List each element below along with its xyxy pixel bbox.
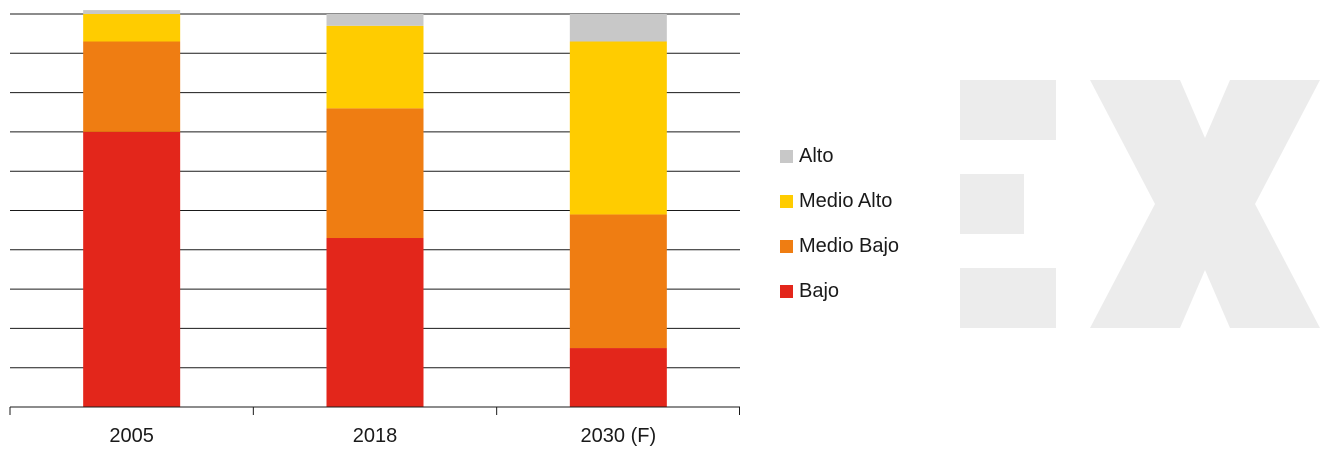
legend-item: Medio Alto: [780, 190, 899, 213]
x-tick-label: 2005: [109, 425, 154, 447]
bar-segment-bajo: [326, 238, 424, 407]
bar-segment-medio-bajo: [326, 108, 424, 239]
legend-label: Medio Alto: [799, 190, 893, 212]
bars: [83, 10, 667, 407]
bar-segment-medio-alto: [326, 25, 424, 109]
legend: Alto Medio Alto Medio Bajo Bajo: [780, 145, 899, 325]
bar-segment-alto: [569, 14, 667, 42]
legend-swatch: [780, 285, 793, 298]
x-axis: 2005 2018 2030 (F): [9, 406, 740, 447]
x-tick-label: 2018: [353, 425, 398, 447]
bar-segment-medio-bajo: [83, 41, 181, 132]
bar-segment-medio-alto: [569, 41, 667, 215]
legend-item: Bajo: [780, 280, 899, 303]
stacked-bar-chart: 2005 2018 2030 (F): [9, 10, 740, 447]
bar-segment-medio-alto: [83, 14, 181, 42]
legend-item: Medio Bajo: [780, 235, 899, 258]
legend-label: Medio Bajo: [799, 235, 900, 257]
legend-swatch: [780, 240, 793, 253]
bar-segment-medio-bajo: [569, 214, 667, 349]
bar-segment-alto: [326, 14, 424, 26]
legend-label: Bajo: [799, 280, 840, 302]
legend-label: Alto: [799, 145, 834, 167]
x-tick-label: 2030 (F): [581, 425, 657, 447]
legend-item: Alto: [780, 145, 899, 168]
bar-segment-bajo: [569, 348, 667, 407]
ex-watermark-logo: [960, 80, 1320, 328]
legend-swatch: [780, 150, 793, 163]
bar-segment-bajo: [83, 131, 181, 407]
legend-swatch: [780, 195, 793, 208]
bar-segment-alto: [83, 10, 181, 14]
